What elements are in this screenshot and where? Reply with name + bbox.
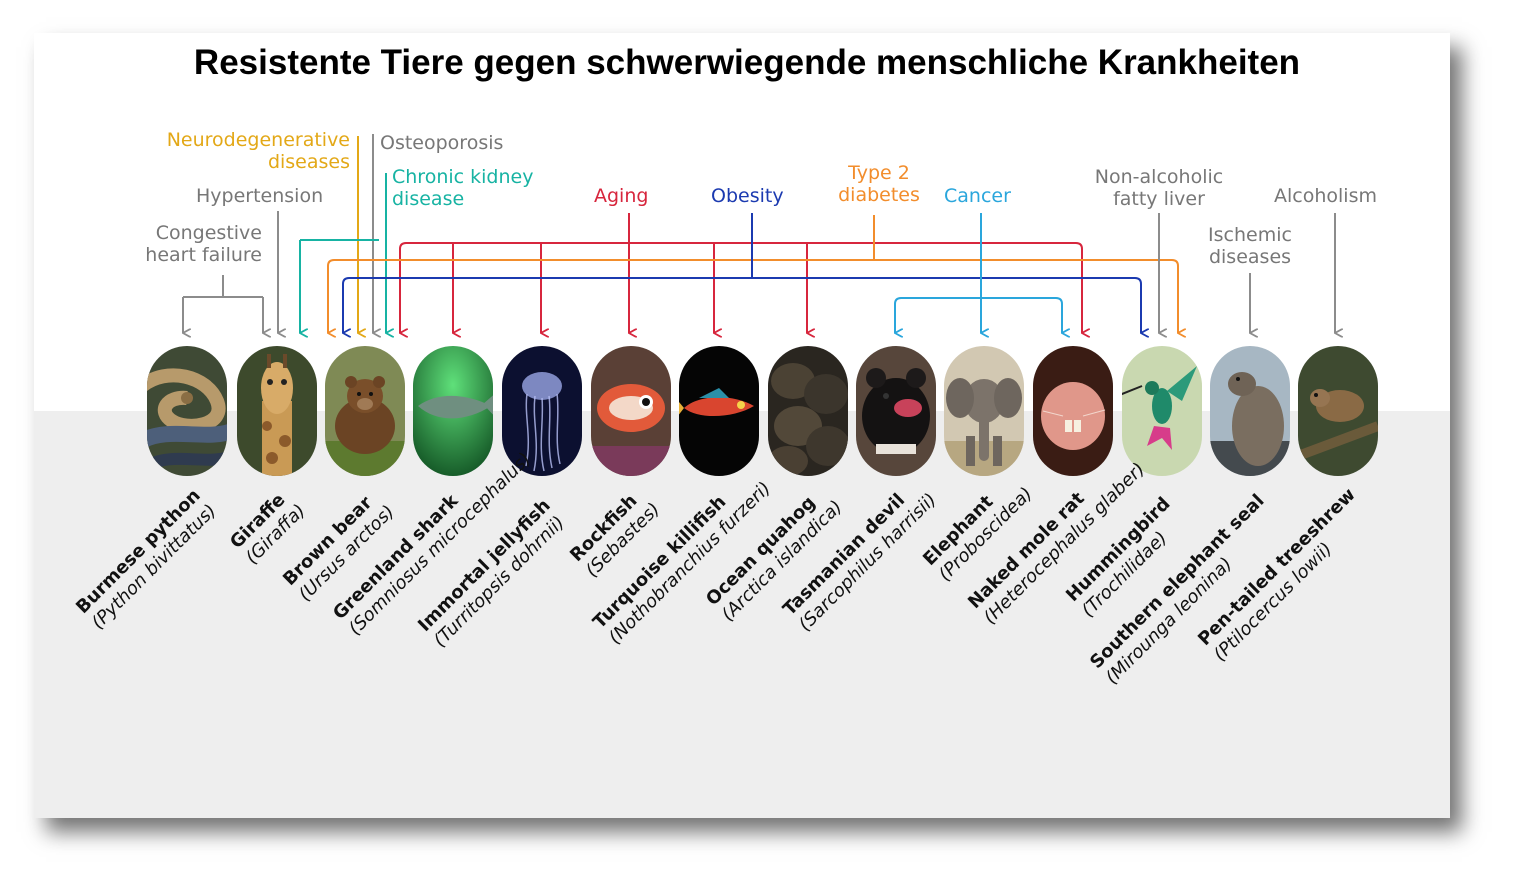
label-osteoporosis: Osteoporosis — [380, 132, 504, 154]
killifish-photo — [679, 346, 759, 476]
label-neurodegenerative-diseases: Neurodegenerative diseases — [166, 129, 350, 173]
hummingbird-photo — [1122, 346, 1202, 476]
label-cancer: Cancer — [944, 185, 1011, 207]
bear-photo — [325, 346, 405, 476]
connector-lines — [182, 134, 1450, 413]
elephant-photo — [944, 346, 1024, 476]
slide: Resistente Tiere gegen schwerwiegende me… — [34, 33, 1450, 818]
label-aging: Aging — [594, 185, 649, 207]
bottom-band — [34, 411, 1450, 818]
label-ischemic-diseases: Ischemic diseases — [1208, 224, 1292, 268]
seal-photo — [1210, 346, 1290, 476]
label-hypertension: Hypertension — [196, 185, 324, 207]
molerat-photo — [1033, 346, 1113, 476]
label-congestive-heart-failure: Congestive heart failure — [145, 222, 262, 266]
connector-aging — [399, 213, 1082, 333]
shark-photo — [413, 346, 493, 476]
label-obesity: Obesity — [711, 185, 784, 207]
connector-cancer — [894, 213, 1062, 333]
label-alcoholism: Alcoholism — [1274, 185, 1377, 207]
python-photo — [147, 346, 227, 476]
treeshrew-photo — [1298, 346, 1378, 476]
quahog-photo — [768, 346, 848, 476]
connector-kidney — [299, 173, 386, 333]
devil-photo — [856, 346, 936, 476]
label-chronic-kidney-disease: Chronic kidney disease — [392, 166, 534, 210]
connector-congestive — [182, 275, 263, 333]
jellyfish-photo — [502, 346, 582, 476]
page-title: Resistente Tiere gegen schwerwiegende me… — [193, 43, 1301, 82]
label-non-alcoholic-fatty-liver: Non-alcoholic fatty liver — [1094, 166, 1224, 210]
giraffe-photo — [237, 346, 317, 476]
label-type-2-diabetes: Type 2 diabetes — [838, 162, 920, 206]
rockfish-photo — [591, 346, 671, 476]
connector-obesity — [342, 213, 1141, 333]
